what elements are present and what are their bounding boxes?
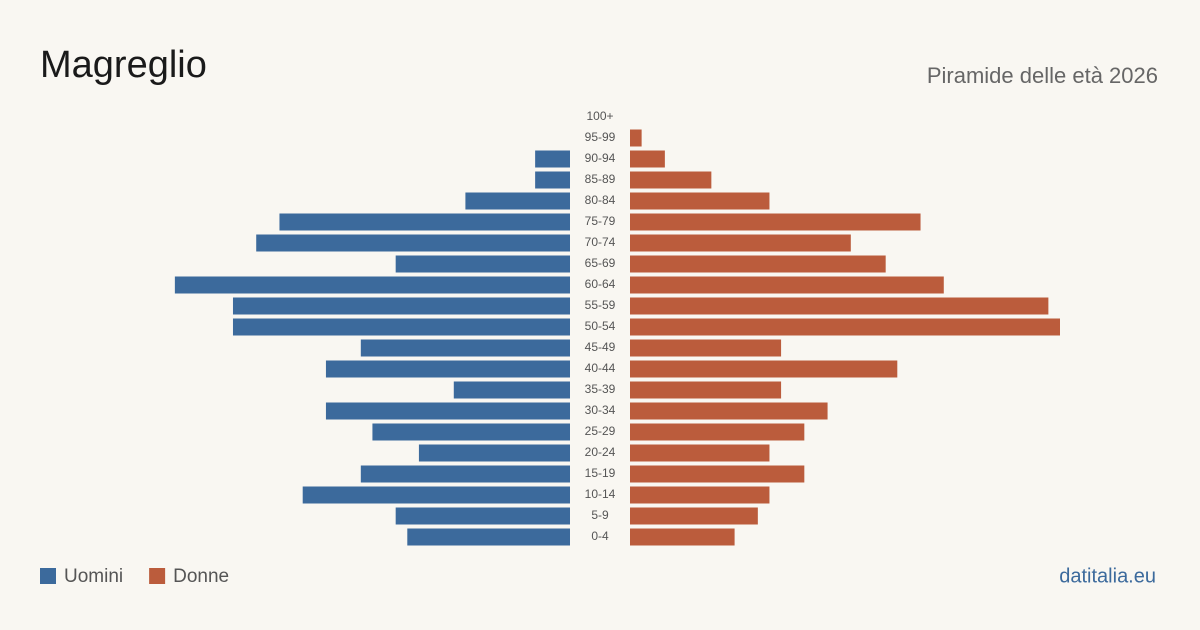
age-label: 10-14 xyxy=(585,487,616,501)
bar xyxy=(407,528,570,546)
bar xyxy=(630,255,886,273)
bar xyxy=(372,423,570,441)
bar xyxy=(453,381,570,399)
bar xyxy=(232,297,571,315)
chart-title: Magreglio xyxy=(40,44,207,86)
legend-label: Uomini xyxy=(64,566,123,587)
age-label: 40-44 xyxy=(585,361,616,375)
bar xyxy=(630,213,921,231)
bar xyxy=(630,465,805,483)
age-label: 60-64 xyxy=(585,277,616,291)
age-label: 35-39 xyxy=(585,382,616,396)
bar xyxy=(174,276,570,294)
bar xyxy=(630,528,735,546)
bar xyxy=(325,360,570,378)
bar xyxy=(256,234,570,252)
bar xyxy=(630,339,782,357)
legend-swatch xyxy=(40,568,56,584)
age-label: 0-4 xyxy=(591,529,609,543)
age-label: 65-69 xyxy=(585,256,616,270)
bar xyxy=(630,276,944,294)
age-label: 25-29 xyxy=(585,424,616,438)
bar xyxy=(302,486,570,504)
bar xyxy=(630,129,642,147)
bar xyxy=(465,192,570,210)
age-label: 15-19 xyxy=(585,466,616,480)
bar xyxy=(279,213,570,231)
age-label: 70-74 xyxy=(585,235,616,249)
bar xyxy=(630,381,782,399)
age-label: 75-79 xyxy=(585,214,616,228)
age-label: 5-9 xyxy=(591,508,609,522)
age-label: 30-34 xyxy=(585,403,616,417)
age-label: 50-54 xyxy=(585,319,616,333)
bar xyxy=(535,150,570,168)
bar xyxy=(360,339,570,357)
bar xyxy=(360,465,570,483)
bar xyxy=(630,486,770,504)
bar xyxy=(395,507,570,525)
bar xyxy=(630,444,770,462)
bar xyxy=(630,297,1049,315)
age-label: 90-94 xyxy=(585,151,616,165)
bar xyxy=(395,255,570,273)
bar xyxy=(232,318,571,336)
bar xyxy=(630,423,805,441)
legend-swatch xyxy=(149,568,166,584)
bar xyxy=(325,402,570,420)
bar xyxy=(630,234,851,252)
bar xyxy=(418,444,570,462)
age-label: 80-84 xyxy=(585,193,616,207)
legend-label: Donne xyxy=(173,566,229,587)
bar xyxy=(630,318,1060,336)
age-label: 95-99 xyxy=(585,130,616,144)
bar xyxy=(535,171,570,189)
age-label: 55-59 xyxy=(585,298,616,312)
age-label: 45-49 xyxy=(585,340,616,354)
bar xyxy=(630,150,665,168)
age-label: 20-24 xyxy=(585,445,616,459)
source: datitalia.eu xyxy=(1059,565,1156,587)
bar xyxy=(630,192,770,210)
bar xyxy=(630,507,758,525)
bar xyxy=(630,402,828,420)
age-label: 100+ xyxy=(586,109,613,123)
chart-subtitle: Piramide delle età 2026 xyxy=(927,63,1158,88)
bar xyxy=(630,171,712,189)
age-label: 85-89 xyxy=(585,172,616,186)
bar xyxy=(630,360,898,378)
